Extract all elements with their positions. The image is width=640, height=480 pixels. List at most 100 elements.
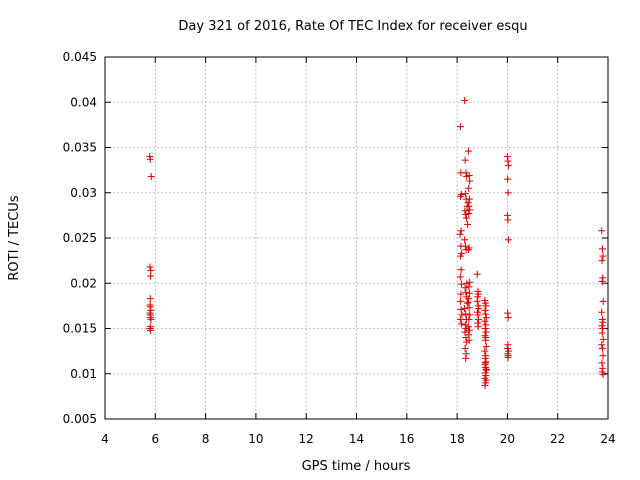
x-tick-label: 8 bbox=[202, 432, 210, 446]
data-point bbox=[465, 295, 473, 303]
data-point bbox=[458, 311, 466, 319]
data-point bbox=[465, 210, 473, 218]
data-point bbox=[457, 252, 465, 260]
data-point bbox=[147, 272, 155, 280]
data-point bbox=[504, 175, 512, 183]
data-point bbox=[481, 325, 489, 332]
data-point bbox=[462, 288, 470, 296]
data-point bbox=[461, 236, 469, 244]
y-tick-label: 0.02 bbox=[70, 276, 97, 290]
data-point bbox=[482, 365, 490, 373]
data-point bbox=[146, 303, 154, 311]
data-point bbox=[461, 321, 469, 329]
data-point bbox=[457, 290, 465, 298]
data-point bbox=[466, 206, 474, 214]
x-tick-label: 18 bbox=[449, 432, 464, 446]
data-point bbox=[464, 220, 472, 228]
data-point bbox=[457, 227, 465, 235]
data-point bbox=[504, 341, 512, 349]
x-tick-label: 16 bbox=[399, 432, 414, 446]
data-point bbox=[461, 242, 469, 250]
axis-tick-labels: 4 6 8 10 12 14 16 18 20 22 24 0.005 0.01 0.015 0.02 0.0… bbox=[63, 50, 616, 446]
data-point bbox=[462, 310, 470, 318]
x-tick-label: 6 bbox=[151, 432, 159, 446]
data-point bbox=[465, 326, 473, 334]
data-point bbox=[599, 274, 607, 282]
y-tick-label: 0.035 bbox=[63, 141, 97, 155]
data-point bbox=[461, 207, 469, 215]
data-point bbox=[147, 172, 155, 180]
data-point bbox=[481, 317, 489, 325]
y-tick-label: 0.04 bbox=[70, 95, 97, 109]
data-point bbox=[504, 236, 512, 244]
data-point bbox=[465, 195, 473, 203]
data-point bbox=[457, 305, 465, 313]
data-point bbox=[598, 359, 606, 367]
data-point bbox=[465, 315, 473, 323]
data-point bbox=[481, 332, 489, 340]
data-point bbox=[466, 177, 474, 185]
data-point bbox=[474, 315, 482, 323]
data-point bbox=[465, 184, 473, 192]
data-point bbox=[456, 123, 464, 131]
data-point bbox=[465, 244, 473, 252]
data-point bbox=[503, 153, 511, 161]
x-tick-label: 4 bbox=[101, 432, 109, 446]
data-point bbox=[464, 323, 472, 331]
data-point bbox=[464, 147, 472, 155]
data-point bbox=[599, 325, 607, 332]
data-point bbox=[465, 331, 473, 339]
data-point bbox=[599, 371, 607, 379]
data-point bbox=[464, 246, 472, 254]
chart-title: Day 321 of 2016, Rate Of TEC Index for r… bbox=[178, 19, 527, 34]
data-point bbox=[599, 318, 607, 326]
data-point bbox=[475, 305, 483, 313]
data-point bbox=[482, 321, 490, 329]
data-point bbox=[482, 314, 490, 322]
data-point bbox=[146, 323, 154, 331]
data-point bbox=[462, 354, 470, 362]
data-point bbox=[461, 190, 469, 198]
data-point bbox=[473, 297, 481, 305]
data-points bbox=[146, 96, 607, 390]
data-point bbox=[474, 323, 482, 331]
data-point bbox=[504, 353, 512, 361]
data-point bbox=[461, 328, 469, 336]
data-point bbox=[474, 293, 482, 301]
data-point bbox=[457, 297, 465, 305]
data-point bbox=[482, 334, 490, 342]
data-point bbox=[482, 343, 490, 351]
data-point bbox=[456, 273, 464, 281]
data-point bbox=[457, 280, 465, 288]
data-point bbox=[599, 252, 607, 260]
data-point bbox=[146, 155, 154, 163]
data-point bbox=[504, 189, 512, 197]
data-point bbox=[457, 191, 465, 199]
data-point bbox=[456, 315, 464, 323]
data-point bbox=[462, 210, 470, 218]
data-point bbox=[146, 314, 154, 322]
data-point bbox=[461, 284, 469, 292]
data-point bbox=[465, 304, 473, 312]
y-tick-label: 0.015 bbox=[63, 322, 97, 336]
data-point bbox=[473, 270, 481, 278]
data-point bbox=[599, 352, 607, 360]
data-point bbox=[598, 227, 606, 235]
x-axis-label: GPS time / hours bbox=[302, 459, 411, 474]
data-point bbox=[462, 214, 470, 222]
data-point bbox=[466, 311, 474, 319]
data-point bbox=[481, 306, 489, 314]
data-point bbox=[456, 230, 464, 238]
data-point bbox=[503, 211, 511, 219]
data-point bbox=[481, 382, 489, 390]
data-point bbox=[504, 309, 512, 317]
data-point bbox=[482, 302, 490, 310]
x-tick-label: 14 bbox=[349, 432, 364, 446]
data-point bbox=[504, 162, 512, 170]
data-point bbox=[461, 156, 469, 164]
data-point bbox=[504, 216, 512, 224]
y-tick-label: 0.005 bbox=[63, 412, 97, 426]
data-point bbox=[598, 329, 606, 337]
data-point bbox=[474, 311, 482, 319]
